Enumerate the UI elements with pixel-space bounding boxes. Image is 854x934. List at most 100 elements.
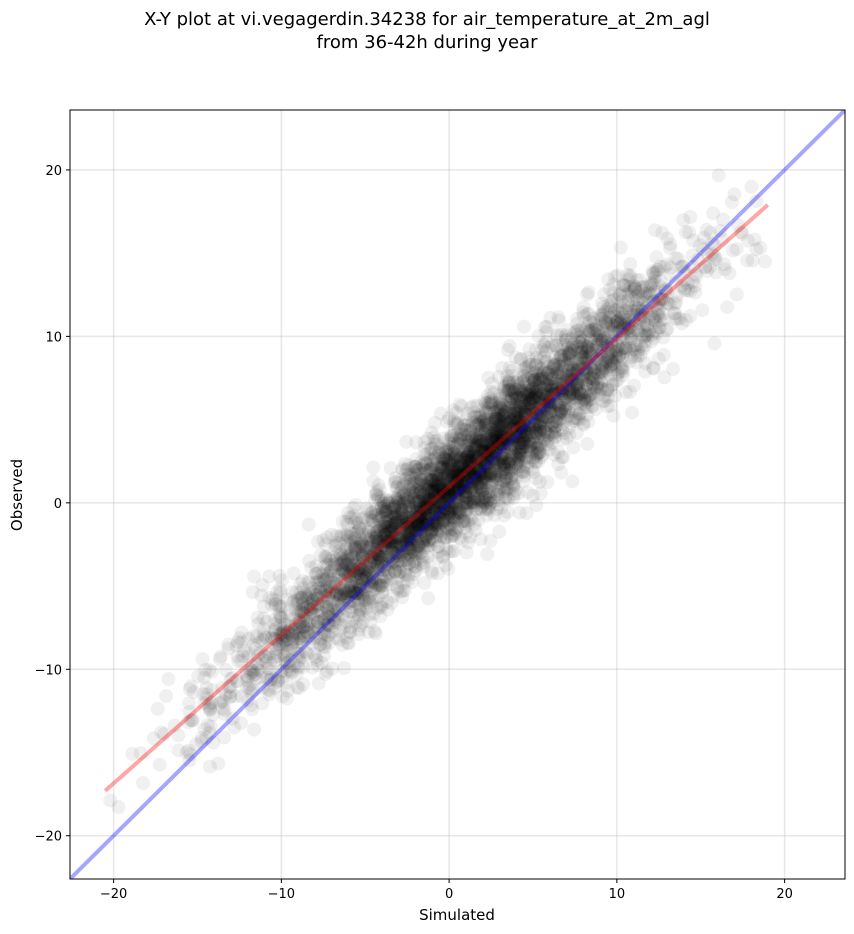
scatter-point bbox=[342, 510, 357, 525]
scatter-point bbox=[543, 392, 558, 407]
scatter-point bbox=[239, 668, 254, 683]
scatter-point bbox=[465, 453, 480, 468]
scatter-point bbox=[434, 491, 448, 506]
scatter-point bbox=[613, 298, 628, 313]
scatter-point bbox=[222, 690, 237, 705]
scatter-point bbox=[457, 473, 472, 488]
scatter-point bbox=[463, 437, 478, 452]
scatter-point bbox=[150, 701, 165, 716]
scatter-point bbox=[473, 532, 488, 547]
scatter-point bbox=[674, 316, 689, 331]
scatter-point bbox=[417, 531, 432, 546]
scatter-point bbox=[402, 498, 417, 513]
scatter-point bbox=[399, 513, 414, 528]
scatter-point bbox=[460, 479, 475, 494]
scatter-point bbox=[420, 499, 435, 514]
scatter-point bbox=[537, 400, 552, 415]
scatter-point bbox=[286, 634, 301, 649]
scatter-point bbox=[527, 391, 541, 406]
scatter-point bbox=[383, 535, 398, 550]
scatter-point bbox=[415, 532, 430, 547]
scatter-point bbox=[616, 320, 631, 335]
scatter-point bbox=[344, 563, 358, 578]
scatter-point bbox=[543, 310, 558, 325]
scatter-point bbox=[530, 406, 545, 421]
scatter-point bbox=[595, 346, 609, 361]
scatter-point bbox=[464, 479, 479, 494]
scatter-point bbox=[215, 701, 230, 716]
scatter-point bbox=[451, 474, 466, 489]
scatter-point bbox=[479, 458, 494, 473]
scatter-point bbox=[388, 500, 403, 515]
scatter-point bbox=[412, 519, 427, 534]
scatter-point bbox=[390, 580, 405, 595]
scatter-point bbox=[506, 385, 521, 399]
scatter-point bbox=[372, 482, 387, 497]
scatter-point bbox=[475, 455, 490, 470]
scatter-point bbox=[420, 478, 435, 493]
scatter-point bbox=[491, 483, 506, 498]
scatter-point bbox=[243, 662, 258, 677]
scatter-point bbox=[607, 309, 622, 324]
scatter-point bbox=[308, 566, 323, 581]
scatter-point bbox=[399, 534, 413, 548]
scatter-point bbox=[617, 319, 632, 334]
scatter-point bbox=[624, 332, 639, 347]
scatter-point bbox=[505, 422, 520, 437]
scatter-point bbox=[450, 474, 465, 489]
scatter-point bbox=[598, 315, 613, 330]
scatter-point bbox=[582, 392, 597, 407]
scatter-point bbox=[586, 311, 601, 326]
scatter-point bbox=[528, 417, 543, 431]
scatter-point bbox=[504, 420, 519, 435]
scatter-point bbox=[442, 506, 457, 521]
scatter-point bbox=[330, 587, 345, 602]
scatter-point bbox=[399, 538, 414, 552]
scatter-point bbox=[683, 210, 698, 224]
scatter-point bbox=[125, 746, 140, 761]
scatter-point bbox=[511, 379, 526, 394]
scatter-point bbox=[303, 605, 318, 620]
scatter-point bbox=[402, 547, 417, 562]
scatter-point bbox=[550, 368, 565, 383]
scatter-point bbox=[367, 526, 382, 541]
scatter-point bbox=[517, 394, 532, 408]
scatter-point bbox=[550, 423, 565, 438]
scatter-point bbox=[525, 425, 540, 440]
scatter-point bbox=[494, 402, 509, 417]
scatter-point bbox=[524, 391, 539, 406]
scatter-point bbox=[461, 428, 476, 443]
scatter-point bbox=[557, 381, 571, 396]
scatter-point bbox=[519, 383, 534, 398]
scatter-point bbox=[287, 611, 302, 626]
scatter-point bbox=[385, 540, 400, 555]
scatter-point bbox=[411, 533, 426, 548]
scatter-point bbox=[370, 558, 385, 573]
scatter-point bbox=[356, 561, 371, 576]
scatter-point bbox=[407, 465, 422, 480]
scatter-point bbox=[571, 379, 585, 393]
scatter-point bbox=[370, 564, 385, 578]
scatter-point bbox=[446, 439, 461, 454]
scatter-point bbox=[284, 636, 299, 650]
scatter-point bbox=[344, 580, 359, 595]
scatter-point bbox=[601, 272, 616, 287]
scatter-point bbox=[244, 659, 259, 674]
scatter-point bbox=[682, 225, 697, 240]
scatter-point bbox=[374, 510, 389, 525]
scatter-point bbox=[383, 526, 398, 541]
scatter-point bbox=[502, 411, 517, 426]
scatter-point bbox=[522, 450, 537, 465]
scatter-point bbox=[468, 431, 483, 446]
scatter-point bbox=[401, 470, 416, 485]
scatter-point bbox=[603, 352, 618, 367]
scatter-point bbox=[524, 412, 539, 427]
scatter-point bbox=[432, 494, 447, 509]
scatter-point bbox=[518, 427, 533, 442]
scatter-point bbox=[477, 433, 491, 448]
scatter-point bbox=[532, 421, 547, 436]
scatter-point bbox=[638, 324, 652, 339]
scatter-point bbox=[452, 460, 467, 475]
lines-layer bbox=[70, 110, 845, 879]
scatter-point bbox=[366, 582, 381, 597]
